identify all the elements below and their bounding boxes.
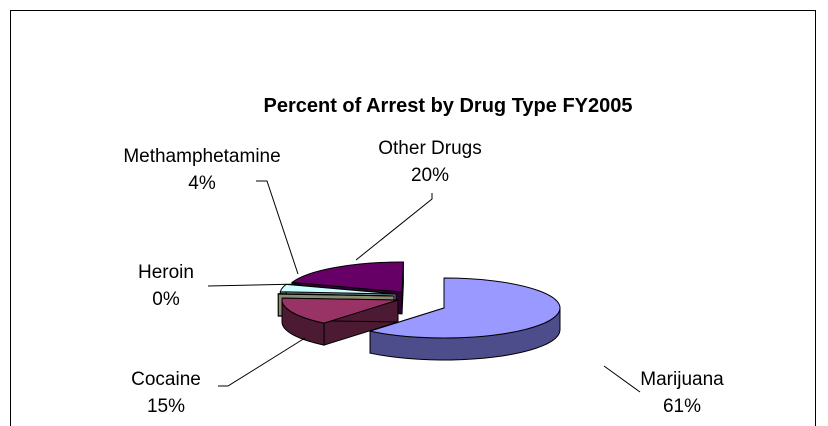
leader-line-methamphetamine xyxy=(256,180,299,275)
pie-slice-other-drugs xyxy=(290,261,404,293)
pie-slice-marijuana xyxy=(368,277,561,339)
slice-label-methamphetamine-name: Methamphetamine xyxy=(123,146,280,167)
slice-label-methamphetamine-value: 4% xyxy=(188,173,216,194)
leader-line-marijuana xyxy=(603,365,641,393)
slice-label-other-drugs-value: 20% xyxy=(411,165,449,186)
chart-title: Percent of Arrest by Drug Type FY2005 xyxy=(263,95,632,117)
slice-label-heroin-name: Heroin xyxy=(138,262,194,283)
leader-line-heroin xyxy=(207,283,302,287)
pie-slice-cocaine xyxy=(281,297,399,324)
slice-label-marijuana-value: 61% xyxy=(663,396,701,417)
slice-label-marijuana-name: Marijuana xyxy=(640,369,724,390)
slice-label-cocaine-value: 15% xyxy=(147,396,185,417)
pie-slice-heroin xyxy=(277,293,395,297)
slice-label-cocaine-name: Cocaine xyxy=(131,369,201,390)
slice-label-heroin-value: 0% xyxy=(152,289,180,310)
leader-line-cocaine xyxy=(218,337,306,387)
slice-label-other-drugs-name: Other Drugs xyxy=(378,138,481,159)
leader-line-other-drugs xyxy=(355,193,433,261)
